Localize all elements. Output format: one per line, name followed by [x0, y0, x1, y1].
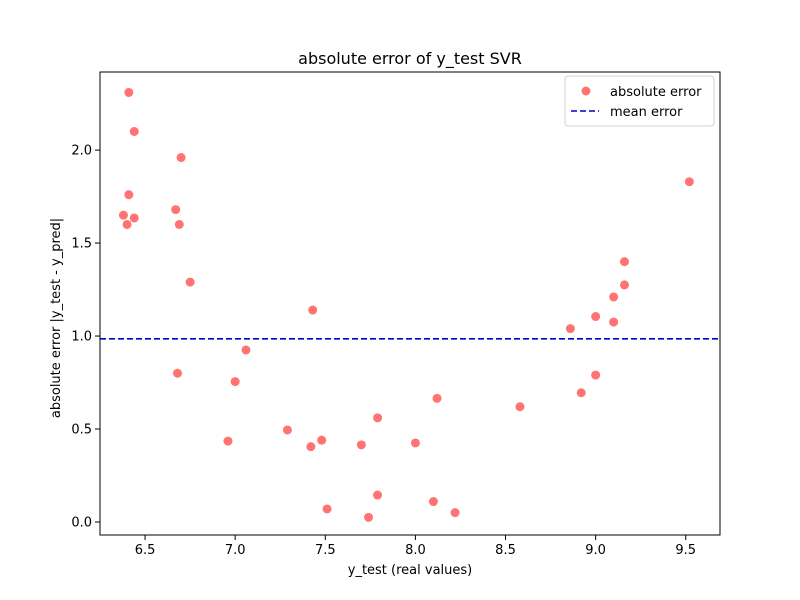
x-tick-label: 6.5 — [135, 543, 156, 558]
y-axis-label: absolute error |y_test - y_pred| — [49, 218, 64, 418]
data-point — [576, 388, 586, 398]
data-point — [185, 277, 195, 287]
data-point — [450, 508, 460, 518]
legend-label-absolute-error: absolute error — [610, 85, 702, 100]
x-tick-label: 8.0 — [405, 543, 426, 558]
data-point — [171, 205, 181, 215]
data-point — [565, 324, 575, 334]
data-point — [356, 440, 366, 450]
plot-area — [100, 87, 720, 522]
y-tick-label: 1.0 — [71, 330, 92, 345]
data-point — [410, 438, 420, 448]
data-point — [282, 425, 292, 435]
axes-frame — [99, 71, 721, 536]
data-point — [591, 312, 601, 322]
x-axis-label: y_test (real values) — [348, 563, 472, 578]
data-point — [176, 153, 186, 163]
legend-label-mean-error: mean error — [610, 105, 683, 120]
data-point — [515, 402, 525, 412]
data-point — [174, 219, 184, 229]
chart-title: absolute error of y_test SVR — [298, 49, 522, 69]
data-point — [241, 345, 251, 355]
x-tick-label: 9.5 — [675, 543, 696, 558]
data-point — [619, 257, 629, 267]
data-point — [373, 413, 383, 423]
data-point — [619, 280, 629, 290]
legend-marker-absolute-error — [581, 86, 591, 96]
data-point — [428, 497, 438, 507]
data-point — [129, 127, 139, 137]
data-point — [124, 87, 134, 97]
data-point — [122, 219, 132, 229]
data-point — [364, 512, 374, 522]
data-point — [173, 368, 182, 378]
y-tick-label: 0.5 — [71, 423, 92, 438]
y-tick-label: 1.5 — [71, 237, 92, 252]
x-tick-label: 8.5 — [495, 543, 516, 558]
x-tick-label: 9.0 — [585, 543, 606, 558]
x-tick-label: 7.0 — [225, 543, 246, 558]
data-point — [684, 177, 694, 187]
y-tick-label: 2.0 — [71, 144, 92, 159]
y-axis: 0.0 0.5 1.0 1.5 2.0 — [71, 144, 100, 530]
data-point — [230, 377, 240, 387]
y-tick-label: 0.0 — [71, 515, 92, 530]
data-point — [223, 436, 233, 446]
data-point — [118, 210, 128, 220]
data-point — [306, 442, 316, 452]
data-point — [317, 435, 327, 445]
data-point — [124, 190, 134, 200]
data-point — [609, 292, 619, 302]
data-point — [308, 305, 318, 315]
data-point — [129, 213, 139, 223]
data-point — [609, 317, 619, 327]
legend-box — [564, 75, 715, 127]
data-point — [432, 393, 442, 403]
legend: absolute error mean error — [564, 75, 715, 127]
data-point — [591, 370, 601, 380]
data-point — [322, 504, 332, 514]
x-tick-label: 7.5 — [315, 543, 336, 558]
data-point — [373, 490, 383, 500]
x-axis: 6.5 7.0 7.5 8.0 8.5 9.0 9.5 — [135, 535, 696, 558]
